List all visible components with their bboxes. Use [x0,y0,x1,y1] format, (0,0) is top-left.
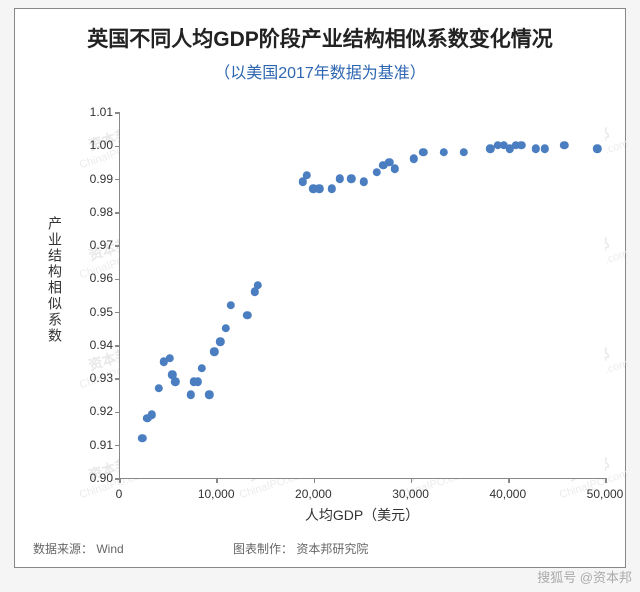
scatter-point [560,141,568,149]
sohu-credit: 搜狐号 @资本邦 [537,567,632,586]
chart-maker-label: 图表制作： 资本邦研究院 [233,540,368,557]
scatter-point [138,434,146,442]
x-tick-label: 30,000 [381,487,441,501]
scatter-point [315,184,323,192]
x-tick-label: 50,000 [575,487,635,501]
y-tick-label: 1.01 [73,105,113,119]
x-tick-label: 0 [89,487,149,501]
x-tick-label: 10,000 [186,487,246,501]
y-axis-label: 产业结构相似系数 [45,216,65,344]
x-axis-label: 人均GDP（美元） [262,505,462,525]
scatter-point [532,144,540,152]
scatter-plot [119,113,605,479]
y-tick-label: 0.98 [73,205,113,219]
scatter-point [460,148,468,156]
scatter-point [391,164,399,172]
scatter-point [593,144,601,152]
scatter-point [328,184,336,192]
y-tick-label: 0.90 [73,471,113,485]
y-tick-label: 0.99 [73,172,113,186]
scatter-point [439,148,447,156]
y-tick-label: 0.96 [73,271,113,285]
scatter-point [360,178,368,186]
y-tick-label: 0.92 [73,404,113,418]
scatter-point [194,377,202,385]
scatter-point [372,168,380,176]
scatter-point [205,391,213,399]
chart-card: 英国不同人均GDP阶段产业结构相似系数变化情况 （以美国2017年数据为基准） … [14,8,626,568]
scatter-point [302,171,310,179]
scatter-point [171,377,179,385]
chart-subtitle: （以美国2017年数据为基准） [15,59,625,83]
x-tick-label: 40,000 [478,487,538,501]
scatter-point [419,148,427,156]
scatter-point [243,311,251,319]
chart-footer: 数据来源： Wind 图表制作： 资本邦研究院 [33,540,607,557]
y-tick-label: 0.93 [73,371,113,385]
data-source-label: 数据来源： Wind [33,540,124,557]
scatter-point [222,324,230,332]
y-tick-label: 1.00 [73,138,113,152]
scatter-point [165,354,173,362]
y-tick-label: 0.97 [73,238,113,252]
chart-title: 英国不同人均GDP阶段产业结构相似系数变化情况 [15,23,625,53]
scatter-point [517,141,525,149]
scatter-point [541,144,549,152]
y-tick-label: 0.94 [73,338,113,352]
scatter-point [335,174,343,182]
scatter-point [216,337,224,345]
scatter-point [187,391,195,399]
scatter-point [254,281,262,289]
scatter-point [409,154,417,162]
scatter-point [197,364,205,372]
y-tick-label: 0.95 [73,305,113,319]
scatter-point [227,301,235,309]
scatter-point [210,347,218,355]
y-tick-label: 0.91 [73,438,113,452]
scatter-point [155,384,163,392]
scatter-point [347,174,355,182]
x-tick-label: 20,000 [283,487,343,501]
scatter-point [148,411,156,419]
